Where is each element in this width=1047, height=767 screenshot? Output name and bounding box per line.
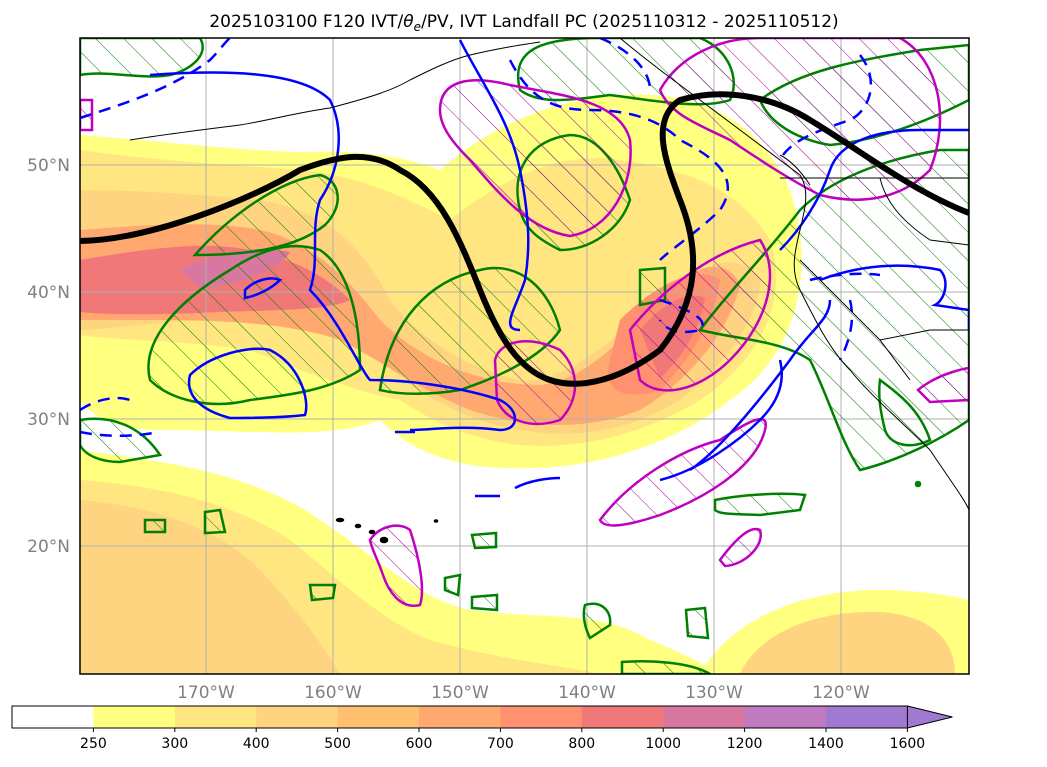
- figure-title: 2025103100 F120 IVT/θe/PV, IVT Landfall …: [209, 12, 838, 34]
- colorbar-segment: [581, 706, 664, 728]
- map-panel: [80, 38, 969, 674]
- colorbar-tick-label: 1400: [808, 736, 844, 752]
- pv-contours: [80, 38, 969, 498]
- lat-label: 50°N: [27, 156, 70, 176]
- lon-label: 120°W: [812, 683, 870, 703]
- lon-label: 150°W: [431, 683, 489, 703]
- map-frame: [79, 37, 970, 675]
- colorbar-segment: [500, 706, 583, 728]
- colorbar-tick-label: 1200: [727, 736, 763, 752]
- colorbar-tick-label: 300: [161, 736, 188, 752]
- colorbar-tick-label: 1000: [645, 736, 681, 752]
- colorbar-tick-label: 600: [406, 736, 433, 752]
- colorbar: 250 300 400 500 600 700 800 1000 1200 1400 1600: [11, 705, 953, 752]
- colorbar-tick-label: 1600: [890, 736, 926, 752]
- colorbar-tick-label: 250: [80, 736, 107, 752]
- lon-label: 130°W: [685, 683, 743, 703]
- lat-label: 30°N: [27, 410, 70, 430]
- colorbar-tick-label: 700: [487, 736, 514, 752]
- colorbar-segment: [663, 706, 746, 728]
- lat-label: 40°N: [27, 283, 70, 303]
- longitude-labels: 170°W 160°W 150°W 140°W 130°W 120°W: [177, 683, 870, 703]
- colorbar-tick-label: 500: [324, 736, 351, 752]
- lon-label: 160°W: [304, 683, 362, 703]
- colorbar-segment: [256, 706, 339, 728]
- lat-label: 20°N: [27, 537, 70, 557]
- colorbar-outline: [11, 705, 908, 729]
- coastlines: [129, 38, 969, 511]
- colorbar-segment: [12, 706, 94, 728]
- colorbar-segment: [826, 706, 908, 728]
- colorbar-extend-arrow: [906, 705, 953, 729]
- latitude-labels: 50°N 40°N 30°N 20°N: [27, 156, 70, 557]
- colorbar-segment: [744, 706, 827, 728]
- islands: [335, 480, 922, 544]
- colorbar-segment: [93, 706, 176, 728]
- colorbar-tick-label: 400: [243, 736, 270, 752]
- colorbar-tick-label: 800: [568, 736, 595, 752]
- lon-label: 170°W: [177, 683, 235, 703]
- colorbar-segment: [337, 706, 420, 728]
- colorbar-segment: [174, 706, 257, 728]
- lon-label: 140°W: [558, 683, 616, 703]
- colorbar-segment: [419, 706, 501, 728]
- jet-contour: [80, 91, 969, 387]
